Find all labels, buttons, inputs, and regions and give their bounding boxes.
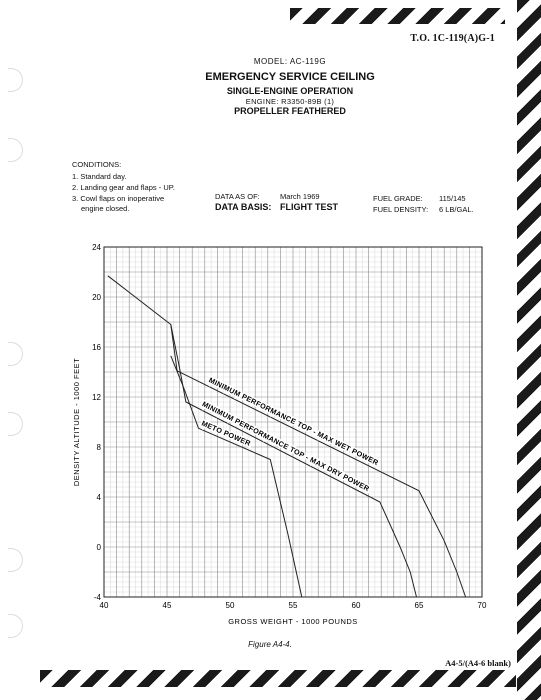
technical-order-number: T.O. 1C-119(A)G-1 bbox=[410, 33, 495, 44]
figure-caption: Figure A4-4. bbox=[248, 640, 292, 649]
data-basis-value: FLIGHT TEST bbox=[280, 202, 338, 212]
x-tick-label: 40 bbox=[100, 601, 109, 610]
series-labels: MINIMUM PERFORMANCE TOP - MAX WET POWERM… bbox=[199, 374, 382, 495]
condition-item: 2. Landing gear and flaps - UP. bbox=[72, 183, 175, 192]
x-tick-labels: 40 45 50 55 60 65 70 bbox=[100, 601, 487, 610]
bottom-hazard-stripe bbox=[40, 670, 516, 687]
conditions-list: 1. Standard day. 2. Landing gear and fla… bbox=[72, 172, 175, 214]
y-tick-label: 8 bbox=[97, 443, 102, 452]
fuel-density-label: FUEL DENSITY: bbox=[373, 205, 429, 214]
engine-line: ENGINE: R3350-89B (1) bbox=[100, 97, 480, 106]
y-tick-label: 16 bbox=[92, 343, 101, 352]
x-tick-label: 55 bbox=[289, 601, 298, 610]
condition-item: 3. Cowl flaps on inoperative bbox=[72, 194, 165, 203]
y-tick-label: 0 bbox=[97, 543, 102, 552]
y-tick-label: 24 bbox=[92, 243, 101, 252]
y-tick-label: 12 bbox=[92, 393, 101, 402]
engine-label: ENGINE: bbox=[245, 97, 279, 106]
series-lines bbox=[107, 275, 467, 598]
chart-subtitle: SINGLE-ENGINE OPERATION bbox=[226, 86, 354, 96]
propeller-status: PROPELLER FEATHERED bbox=[234, 106, 346, 116]
chart-title: EMERGENCY SERVICE CEILING bbox=[205, 71, 375, 83]
y-tick-labels: -4 0 4 8 12 16 20 24 bbox=[92, 243, 101, 602]
x-tick-label: 60 bbox=[352, 601, 361, 610]
data-basis: DATA BASIS: FLIGHT TEST bbox=[215, 202, 338, 212]
y-axis-label: DENSITY ALTITUDE - 1000 FEET bbox=[72, 358, 81, 486]
fuel-grade-value: 115/145 bbox=[439, 194, 466, 203]
fuel-info: FUEL GRADE: 115/145 FUEL DENSITY: 6 LB/G… bbox=[373, 193, 474, 215]
conditions-block: CONDITIONS: 1. Standard day. 2. Landing … bbox=[72, 160, 175, 215]
series-line-2 bbox=[170, 324, 417, 598]
engine-value: R3350-89B (1) bbox=[281, 97, 335, 106]
x-tick-label: 65 bbox=[415, 601, 424, 610]
data-as-of: DATA AS OF: March 1969 bbox=[215, 192, 320, 201]
data-as-of-value: March 1969 bbox=[280, 192, 320, 201]
y-tick-label: 20 bbox=[92, 293, 101, 302]
condition-item: engine closed. bbox=[81, 204, 130, 213]
page-number: A4-5/(A4-6 blank) bbox=[445, 658, 511, 668]
model-label: MODEL: AC-119G bbox=[253, 57, 327, 66]
plot-frame bbox=[103, 246, 483, 598]
x-tick-label: 50 bbox=[226, 601, 235, 610]
y-tick-label: -4 bbox=[94, 593, 102, 602]
x-tick-label: 70 bbox=[478, 601, 487, 610]
data-as-of-label: DATA AS OF: bbox=[215, 192, 260, 201]
y-tick-label: 4 bbox=[97, 493, 102, 502]
condition-item: 1. Standard day. bbox=[72, 172, 127, 181]
data-basis-label: DATA BASIS: bbox=[215, 202, 272, 212]
right-hazard-stripe bbox=[517, 0, 541, 700]
x-axis-label: GROSS WEIGHT - 1000 POUNDS bbox=[228, 617, 358, 626]
conditions-heading: CONDITIONS: bbox=[72, 160, 122, 169]
top-hazard-stripe bbox=[290, 8, 505, 24]
fuel-grade-label: FUEL GRADE: bbox=[373, 194, 423, 203]
fuel-density-value: 6 LB/GAL. bbox=[439, 205, 474, 214]
x-tick-label: 45 bbox=[163, 601, 172, 610]
series-line-3 bbox=[170, 355, 303, 598]
